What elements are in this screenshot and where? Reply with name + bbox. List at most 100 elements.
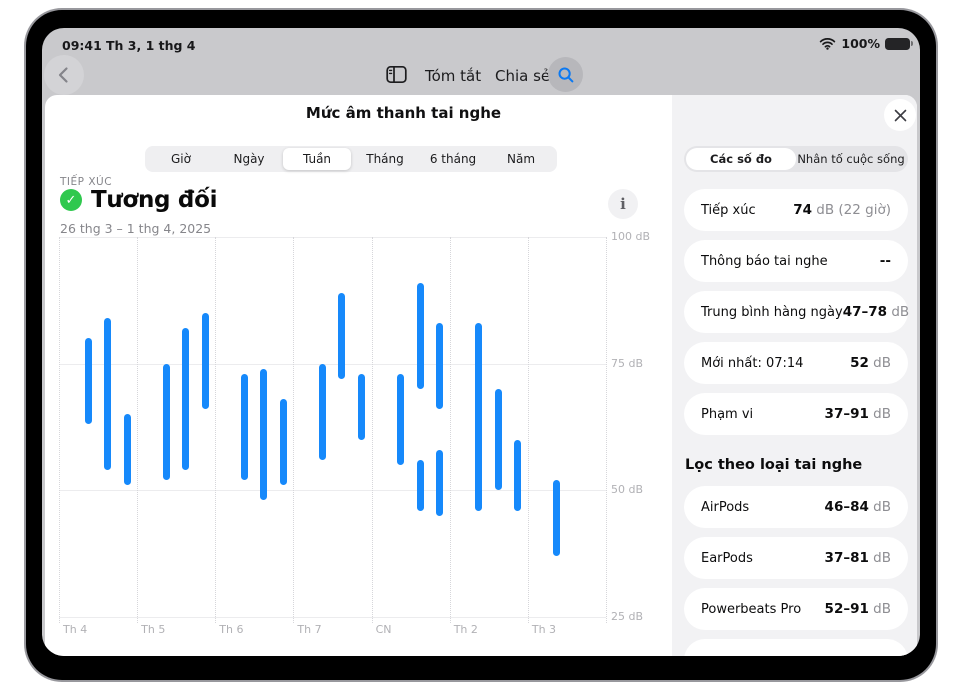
range-bar-th-4 xyxy=(84,338,92,425)
status-date: Th 3, 1 thg 4 xyxy=(106,38,196,53)
range-bar-th-2 xyxy=(494,389,502,491)
metric-row[interactable]: Phạm vi 37–91 dB xyxy=(684,393,908,435)
exposure-status-row: ✓ Tương đối xyxy=(60,187,217,213)
search-button[interactable] xyxy=(548,57,583,92)
gridline-h xyxy=(59,490,606,492)
range-bar-th-7 xyxy=(338,292,346,379)
tab-6-tháng[interactable]: 6 tháng xyxy=(429,152,477,166)
range-bar-th-4 xyxy=(123,414,131,486)
gridline-h xyxy=(59,237,606,238)
filter-row[interactable]: Powerbeats Pro 52–91 dB xyxy=(684,588,908,630)
tab-tuần[interactable]: Tuần xyxy=(283,148,351,170)
nav-share-button[interactable]: Chia sẻ xyxy=(495,67,551,85)
range-bar-th-5 xyxy=(182,328,190,471)
date-range-label: 26 thg 3 – 1 thg 4, 2025 xyxy=(60,221,212,236)
tab-ngày[interactable]: Ngày xyxy=(233,152,265,166)
metric-value: 47–78 dB xyxy=(842,304,910,320)
range-bar-th-6 xyxy=(279,399,287,486)
range-bar-th-7 xyxy=(357,373,365,440)
sidebar-toggle-button[interactable] xyxy=(385,64,407,85)
back-button[interactable] xyxy=(44,55,84,95)
filter-row[interactable]: EarPods 37–81 dB xyxy=(684,537,908,579)
metric-row[interactable]: Tiếp xúc 74 dB (22 giờ) xyxy=(684,189,908,231)
metric-value: -- xyxy=(879,253,891,269)
nav-bar: Tóm tắt Chia sẻ xyxy=(42,55,920,95)
filter-label: EarPods xyxy=(701,550,753,566)
y-axis-tick: 75 dB xyxy=(611,356,644,370)
ipad-frame: 09:41 Th 3, 1 thg 4 100% xyxy=(26,10,936,680)
y-axis-tick: 100 dB xyxy=(611,230,651,243)
x-axis-tick: Th 4 xyxy=(63,623,88,636)
filter-section-header: Lọc theo loại tai nghe xyxy=(685,457,863,473)
sidebar-tab-nhân-tố-cuộc-sống[interactable]: Nhân tố cuộc sống xyxy=(797,152,905,166)
metric-value: 37–91 dB xyxy=(824,406,891,422)
x-axis-tick: Th 2 xyxy=(453,623,478,636)
wifi-icon xyxy=(819,37,836,50)
metric-label: Tiếp xúc xyxy=(701,202,756,218)
screen: 09:41 Th 3, 1 thg 4 100% xyxy=(42,28,920,656)
time-range-tabs: Giờ Ngày Tuần Tháng 6 tháng Năm xyxy=(145,146,557,172)
gridline-h xyxy=(59,363,606,365)
range-bar-cn xyxy=(416,459,424,511)
metric-label: Trung bình hàng ngày xyxy=(701,304,843,320)
exposure-status-label: Tương đối xyxy=(91,187,218,213)
tab-năm[interactable]: Năm xyxy=(506,152,536,166)
y-axis-tick: 25 dB xyxy=(611,610,644,623)
battery-icon xyxy=(885,37,913,50)
range-bar-th-6 xyxy=(260,368,268,501)
metric-row[interactable]: Thông báo tai nghe -- xyxy=(684,240,908,282)
range-bar-cn xyxy=(397,373,405,465)
filter-label: Powerbeats Pro xyxy=(701,601,802,617)
sidebar-tab-các-số-đo[interactable]: Các số đo xyxy=(686,148,796,170)
y-axis-tick: 50 dB xyxy=(611,483,644,497)
x-axis-tick: Th 7 xyxy=(297,623,322,636)
x-axis-tick: Th 6 xyxy=(219,623,244,636)
metric-label: Thông báo tai nghe xyxy=(701,253,828,269)
nav-summary-button[interactable]: Tóm tắt xyxy=(425,67,482,85)
metric-value: 52 dB xyxy=(850,355,891,371)
range-bar-th-2 xyxy=(475,323,483,511)
modal-sheet: Mức âm thanh tai nghe Giờ Ngày Tuần Tháng 6 … xyxy=(45,95,917,656)
sheet-title: Mức âm thanh tai nghe xyxy=(305,104,502,122)
range-bar-th-5 xyxy=(162,363,170,481)
range-bar-th-5 xyxy=(201,313,209,410)
gridline-v xyxy=(527,237,529,623)
tab-giờ[interactable]: Giờ xyxy=(171,152,191,166)
filter-value: 52–91 dB xyxy=(824,601,891,617)
range-bar-th-2 xyxy=(514,439,522,511)
status-time: 09:41 xyxy=(62,38,102,53)
partial-row xyxy=(684,639,908,656)
gridline-h xyxy=(59,617,606,618)
range-bar-th-3 xyxy=(553,480,561,557)
chevron-left-icon xyxy=(54,65,74,85)
metric-value: 74 dB (22 giờ) xyxy=(793,202,891,218)
gridline-v xyxy=(215,237,217,623)
audio-levels-chart[interactable]: 100 dB 75 dB 50 dB 25 dB Th 4 Th 5 Th 6 Th 7 CN T… xyxy=(59,230,669,647)
exposure-eyebrow: TIẾP XÚC xyxy=(60,176,113,188)
battery-percent: 100% xyxy=(841,36,880,51)
range-bar-cn xyxy=(436,323,444,410)
range-bar-cn xyxy=(416,282,424,389)
info-button[interactable]: i xyxy=(608,189,638,219)
metric-label: Mới nhất: 07:14 xyxy=(701,355,804,371)
x-axis-tick: CN xyxy=(375,623,392,636)
filter-label: AirPods xyxy=(701,499,750,515)
sidebar-toggle-icon xyxy=(385,65,407,84)
metric-row[interactable]: Mới nhất: 07:14 52 dB xyxy=(684,342,908,384)
range-bar-th-7 xyxy=(318,363,326,460)
metrics-sidebar: Các số đo Nhân tố cuộc sống Tiếp xúc 74 dB… xyxy=(672,95,917,656)
tab-tháng[interactable]: Tháng xyxy=(366,152,404,166)
filter-row[interactable]: AirPods 46–84 dB xyxy=(684,486,908,528)
close-button[interactable] xyxy=(884,99,916,131)
filter-value: 37–81 dB xyxy=(824,550,891,566)
status-bar: 09:41 Th 3, 1 thg 4 100% xyxy=(42,28,920,56)
status-right-cluster: 100% xyxy=(819,36,913,51)
range-bar-cn xyxy=(436,449,444,516)
metric-label: Phạm vi xyxy=(701,406,754,422)
metric-row[interactable]: Trung bình hàng ngày 47–78 dB xyxy=(684,291,910,333)
filter-value: 46–84 dB xyxy=(824,499,891,515)
gridline-v xyxy=(449,237,451,623)
search-icon xyxy=(557,66,575,84)
range-bar-th-6 xyxy=(240,373,248,481)
